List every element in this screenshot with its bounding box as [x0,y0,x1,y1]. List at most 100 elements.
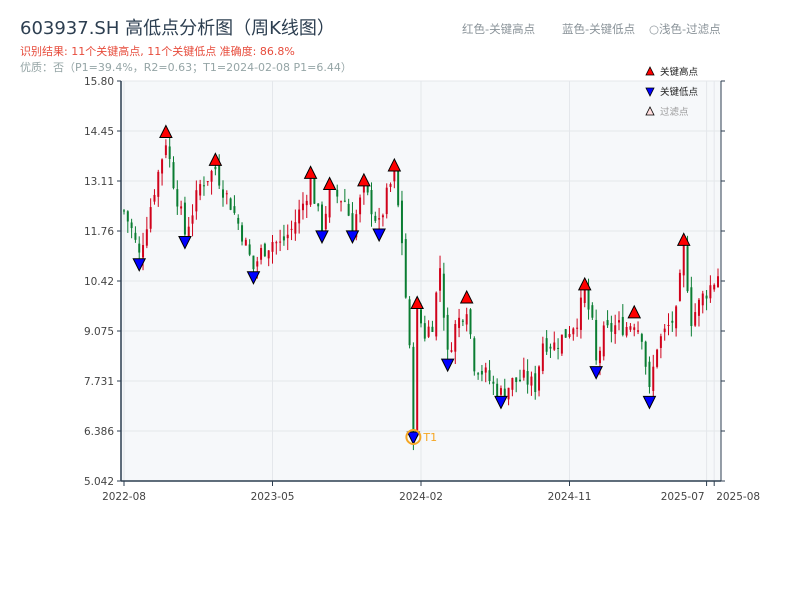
key-high-marker [387,157,402,172]
y-tick-label: 13.11 [84,176,114,188]
candle-body [515,377,518,382]
candle-body [286,234,289,239]
candle-body [256,261,259,267]
key-high-marker [676,232,691,246]
summary-text: 识别结果: 11个关键高点, 11个关键低点 准确度: 86.8% [20,45,295,58]
candle-body [298,209,301,224]
key-high-marker [159,124,173,138]
candle-body [187,226,190,238]
candle-body [305,200,308,206]
candle-body [538,366,541,391]
candle-body [534,373,537,393]
x-tick-label: 2024-11 [548,491,592,503]
candle-body [713,284,716,290]
legend-marker [645,106,655,116]
candle-body [404,239,407,298]
key-low-marker [406,431,421,446]
candle-body [400,200,403,244]
hint-high: 红色-关键高点 [462,22,536,36]
candle-body [378,218,381,220]
key-low-marker [246,271,261,285]
candle-body [362,181,365,193]
candle-body [625,326,628,336]
candle-body [309,178,312,205]
candle-body [492,381,495,384]
candle-body [686,246,689,292]
candle-body [435,292,438,337]
legend-label: 关键低点 [660,86,699,98]
candle-body [583,289,586,304]
candle-body [541,343,544,372]
candle-body [667,324,670,326]
candle-body [678,272,681,301]
candle-body [709,285,712,299]
candle-body [644,341,647,367]
candle-body [560,334,563,354]
candle-body [237,217,240,224]
candle-body [526,371,529,385]
candle-body [705,295,708,299]
candle-body [557,347,560,349]
candle-body [496,383,499,397]
y-tick-label: 7.731 [84,376,114,388]
candle-body [248,244,251,255]
candle-body [244,239,247,246]
x-tick-label: 2023-05 [251,491,295,503]
t1-label: T1 [422,431,437,444]
candle-body [522,369,525,378]
candle-body [328,186,331,218]
candle-body [549,346,552,349]
candle-body [621,316,624,335]
x-tick-label: 2022-08 [102,491,146,503]
candle-body [317,203,320,207]
candle-body [446,314,449,350]
candle-body [138,243,141,253]
candle-body [366,182,369,193]
candle-body [420,309,422,324]
candle-body [172,162,175,189]
candle-body [576,327,579,329]
candle-body [214,166,217,170]
x-tick-label: 2024-02 [399,491,443,503]
candle-body [294,222,297,234]
candle-body [610,322,613,332]
candle-body [633,327,636,330]
y-tick-label: 10.42 [84,276,114,288]
candle-body [416,305,419,437]
y-tick-label: 15.80 [84,76,114,88]
candle-body [218,165,221,186]
candle-body [602,325,605,357]
x-tick-label: 2025-08 [716,491,760,503]
key-low-marker [345,230,360,244]
candle-body [606,320,609,326]
candle-body [389,184,392,187]
candle-body [313,178,316,204]
candle-body [282,236,285,241]
hint-filtered: ○浅色-过滤点 [649,22,721,36]
candle-body [454,323,457,352]
candle-body [572,328,575,335]
candle-body [225,193,228,195]
candle-body [355,214,358,238]
candle-body [241,225,244,242]
candle-body [656,349,659,367]
candle-body [149,207,152,229]
candle-body [340,201,343,203]
candle-body [393,167,396,182]
candle-body [183,202,186,235]
y-tick-label: 14.45 [84,126,114,138]
candle-body [336,189,339,197]
candle-body [717,276,719,288]
candle-body [191,215,194,224]
key-low-marker [589,366,603,380]
candle-body [675,306,678,329]
candle-body [595,319,598,361]
key-low-marker [642,395,657,410]
hint-low: 蓝色-关键低点 [562,22,636,36]
candle-body [347,203,350,216]
candle-body [195,190,198,212]
candle-body [503,388,506,397]
candle-body [126,211,129,222]
candle-body [694,312,697,326]
